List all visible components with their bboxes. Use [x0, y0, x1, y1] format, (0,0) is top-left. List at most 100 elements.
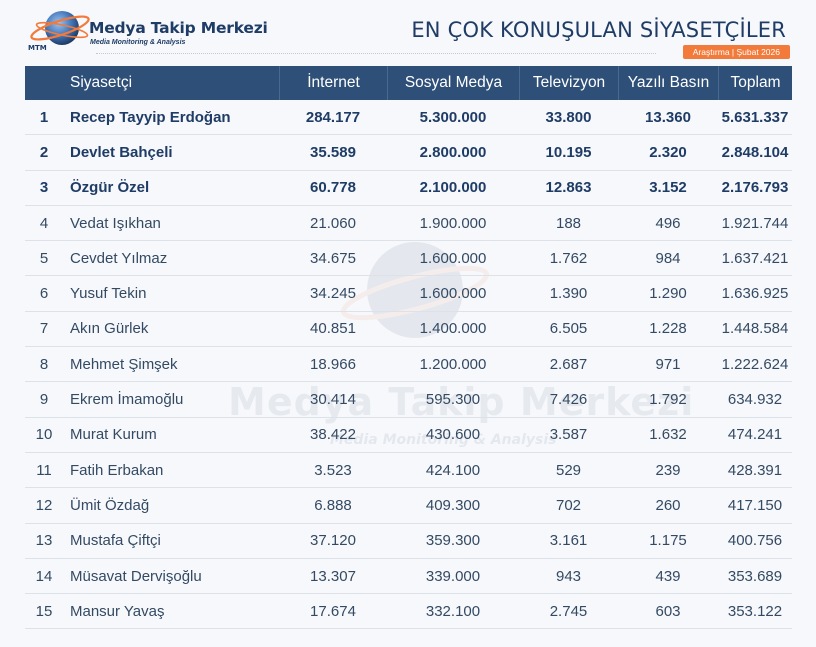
row-rank: 13: [35, 532, 53, 550]
row-total: 428.391: [727, 461, 783, 479]
row-social: 595.300: [425, 391, 481, 409]
col-header-rank: [25, 66, 63, 100]
report-title: EN ÇOK KONUŞULAN SİYASETÇİLER: [411, 18, 786, 42]
row-print: 1.228: [649, 320, 687, 338]
page-header: MTM Medya Takip Merkezi Media Monitoring…: [0, 0, 816, 66]
row-name: Fatih Erbakan: [70, 461, 164, 479]
row-total: 400.756: [727, 532, 783, 550]
watermark-globe-icon: [340, 242, 490, 338]
row-rank: 7: [39, 320, 49, 338]
row-print: 439: [655, 567, 681, 585]
row-tv: 6.505: [549, 320, 588, 338]
row-total: 1.448.584: [721, 320, 789, 338]
row-social: 1.600.000: [419, 249, 487, 267]
row-social: 359.300: [425, 532, 481, 550]
row-name: Devlet Bahçeli: [70, 143, 173, 161]
row-social: 2.800.000: [419, 143, 487, 161]
row-social: 409.300: [425, 496, 481, 514]
row-internet: 35.589: [310, 143, 356, 161]
table-header: Siyasetçi İnternet Sosyal Medya Televizy…: [25, 66, 792, 100]
row-social: 2.100.000: [419, 179, 487, 197]
row-name: Özgür Özel: [70, 179, 150, 197]
row-total: 1.921.744: [721, 214, 789, 232]
row-total: 2.176.793: [721, 179, 789, 197]
row-internet: 34.245: [310, 285, 356, 303]
table-row: 1 Recep Tayyip Erdoğan 284.177 5.300.000 33.…: [25, 100, 792, 136]
col-header-total: Toplam: [718, 66, 792, 100]
col-header-name: Siyasetçi: [70, 74, 133, 91]
row-tv: 943: [555, 567, 582, 585]
row-tv: 12.863: [545, 179, 592, 197]
row-internet: 284.177: [305, 108, 361, 126]
globe-logo-icon: MTM: [28, 11, 90, 52]
row-print: 496: [655, 214, 681, 232]
row-social: 424.100: [425, 461, 481, 479]
row-total: 1.637.421: [721, 249, 789, 267]
row-name: Cevdet Yılmaz: [70, 249, 168, 267]
table-row: 2 Devlet Bahçeli 35.589 2.800.000 10.195 2.32…: [25, 135, 792, 171]
row-total: 634.932: [727, 391, 783, 409]
table-row: 5 Cevdet Yılmaz 34.675 1.600.000 1.762 984 1.6…: [25, 241, 792, 277]
row-name: Ekrem İmamoğlu: [70, 391, 184, 409]
row-total: 353.689: [727, 567, 783, 585]
row-tv: 188: [555, 214, 582, 232]
row-tv: 2.745: [549, 602, 588, 620]
row-name: Recep Tayyip Erdoğan: [70, 108, 231, 126]
row-internet: 13.307: [310, 567, 356, 585]
brand-subtitle: Media Monitoring & Analysis: [90, 39, 186, 46]
row-social: 1.400.000: [419, 320, 487, 338]
row-rank: 3: [39, 179, 49, 197]
row-print: 2.320: [649, 143, 687, 161]
table-body: 1 Recep Tayyip Erdoğan 284.177 5.300.000 33.…: [25, 100, 792, 630]
row-internet: 34.675: [310, 249, 356, 267]
row-tv: 33.800: [545, 108, 592, 126]
row-internet: 30.414: [310, 391, 356, 409]
row-name: Mehmet Şimşek: [70, 355, 178, 373]
row-print: 1.632: [649, 426, 687, 444]
row-rank: 2: [39, 143, 49, 161]
row-tv: 1.390: [549, 285, 588, 303]
row-name: Müsavat Dervişoğlu: [70, 567, 202, 585]
row-total: 1.636.925: [721, 285, 789, 303]
row-internet: 18.966: [310, 355, 356, 373]
watermark-subtitle: Media Monitoring & Analysis: [330, 432, 557, 448]
header-divider: [96, 53, 656, 54]
row-total: 474.241: [727, 426, 783, 444]
row-total: 2.848.104: [721, 143, 789, 161]
politicians-table: Siyasetçi İnternet Sosyal Medya Televizy…: [25, 66, 792, 630]
table-row: 15 Mansur Yavaş 17.674 332.100 2.745 603 353.1…: [25, 594, 792, 630]
row-print: 239: [655, 461, 681, 479]
row-rank: 12: [35, 496, 53, 514]
row-internet: 60.778: [310, 179, 356, 197]
row-total: 1.222.624: [721, 355, 789, 373]
row-internet: 6.888: [314, 496, 352, 514]
row-rank: 14: [35, 567, 53, 585]
row-internet: 40.851: [310, 320, 356, 338]
table-row: 11 Fatih Erbakan 3.523 424.100 529 239 428.391: [25, 453, 792, 489]
col-header-social: Sosyal Medya: [387, 66, 519, 100]
row-name: Akın Gürlek: [70, 320, 149, 338]
brand-title: Medya Takip Merkezi: [89, 19, 268, 37]
row-print: 971: [655, 355, 681, 373]
row-print: 984: [655, 249, 681, 267]
col-header-print: Yazılı Basın: [618, 66, 718, 100]
row-internet: 21.060: [310, 214, 356, 232]
row-name: Murat Kurum: [70, 426, 157, 444]
row-print: 1.290: [649, 285, 687, 303]
row-rank: 5: [39, 249, 49, 267]
row-rank: 4: [39, 214, 49, 232]
row-internet: 37.120: [310, 532, 356, 550]
row-rank: 1: [39, 108, 49, 126]
row-tv: 3.587: [549, 426, 588, 444]
row-total: 353.122: [727, 602, 783, 620]
row-tv: 702: [555, 496, 582, 514]
row-tv: 10.195: [545, 143, 592, 161]
table-row: 13 Mustafa Çiftçi 37.120 359.300 3.161 1.175 4…: [25, 524, 792, 559]
row-name: Vedat Işıkhan: [70, 214, 161, 232]
row-rank: 8: [39, 355, 49, 373]
row-tv: 3.161: [549, 532, 588, 550]
row-social: 1.200.000: [419, 355, 487, 373]
table-row: 7 Akın Gürlek 40.851 1.400.000 6.505 1.228 1.4…: [25, 312, 792, 348]
row-name: Ümit Özdağ: [70, 496, 150, 514]
row-print: 3.152: [649, 179, 687, 197]
